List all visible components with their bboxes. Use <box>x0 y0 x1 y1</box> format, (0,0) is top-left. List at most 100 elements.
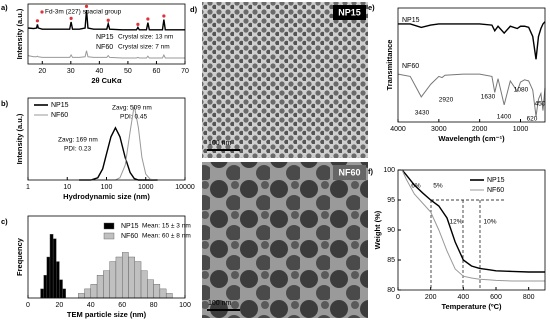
x-tick-label: 0 <box>26 302 30 309</box>
tem-panel: d) NP15 100 nm NF60 100 nm <box>190 2 368 318</box>
scale-label: 100 nm <box>208 140 232 147</box>
label-box <box>333 165 366 180</box>
panel-label: f) <box>368 167 373 176</box>
x-tick-label: 40 <box>95 68 103 75</box>
bar <box>52 238 57 299</box>
panel-label: d) <box>190 5 198 14</box>
bar <box>78 293 85 299</box>
x-tick-label: 600 <box>490 294 502 301</box>
series-label: NF60 <box>96 44 113 51</box>
y-tick-label: 95 <box>387 197 395 204</box>
annotation: PDI: 0.23 <box>64 146 91 153</box>
annotation: Mean: 60 ± 8 nm <box>142 233 191 240</box>
legend-swatch <box>103 222 115 230</box>
series-label: NP15 <box>402 17 420 24</box>
annotation: 450 <box>535 101 546 108</box>
panel-label: b) <box>1 99 9 108</box>
plot-frame <box>27 3 186 65</box>
bar <box>40 288 44 299</box>
legend-label: NP15 <box>121 223 139 230</box>
y-tick-label: 85 <box>387 257 395 264</box>
x-tick-label: 1000 <box>513 126 529 133</box>
plot-frame <box>397 169 546 291</box>
tem-image <box>202 162 368 318</box>
image-label: NF60 <box>338 167 360 177</box>
legend-label: NP15 <box>487 177 505 184</box>
bar <box>140 270 148 299</box>
x-axis-title: Hydrodynamic size (nm) <box>63 192 150 201</box>
legend-label: NF60 <box>51 112 68 119</box>
y-axis-title: Intensity (a.u.) <box>15 113 24 164</box>
y-axis-title: Intensity (a.u.) <box>15 8 24 59</box>
bar <box>115 256 123 299</box>
x-tick-label: 100 <box>179 302 191 309</box>
annotation: PDI: 0.45 <box>120 114 147 121</box>
panel-label: e) <box>368 3 375 12</box>
x-tick-label: 3000 <box>431 126 447 133</box>
reference-peak <box>35 19 40 23</box>
annotation: 12% <box>449 219 462 226</box>
annotation: Zavg: 509 nm <box>112 105 152 112</box>
x-axis-title: Wavelength (cm⁻¹) <box>438 134 505 143</box>
annotation: 6% <box>411 183 421 190</box>
series-line <box>398 21 546 60</box>
x-tick-label: 80 <box>150 302 158 309</box>
image-label: NP15 <box>338 7 361 17</box>
panel-label: a) <box>1 3 8 12</box>
x-tick-label: 70 <box>181 68 189 75</box>
y-tick-label: 90 <box>387 227 395 234</box>
x-tick-label: 400 <box>457 294 469 301</box>
bar <box>43 275 48 299</box>
series-line <box>397 73 546 117</box>
bar <box>121 252 129 299</box>
plot-frame <box>27 215 186 299</box>
legend-label: NF60 <box>487 187 504 194</box>
bar <box>84 288 91 299</box>
bar <box>153 284 161 299</box>
x-axis-title: Temperature (ºC) <box>441 302 502 311</box>
reference-peak <box>69 16 73 20</box>
y-tick-label: 100 <box>383 167 395 174</box>
x-tick-label: 20 <box>38 68 46 75</box>
x-tick-label: 100 <box>101 184 113 191</box>
legend-label: NF60 <box>121 233 138 240</box>
bar <box>90 284 98 299</box>
annotation: Crystal size: 13 nm <box>118 34 173 41</box>
annotation: 1400 <box>497 114 512 121</box>
bar <box>109 261 117 299</box>
bar <box>147 279 154 299</box>
reference-peak <box>106 18 110 22</box>
bar <box>96 275 104 299</box>
x-tick-label: 60 <box>118 302 126 309</box>
reference-peak <box>84 4 89 8</box>
reference-peak <box>162 14 166 18</box>
bar <box>59 279 63 299</box>
x-tick-label: 10 <box>63 184 71 191</box>
bar <box>62 288 66 299</box>
x-tick-label: 10000 <box>175 184 195 191</box>
series-line <box>27 50 185 59</box>
annotation: 1630 <box>481 94 496 101</box>
tem-image <box>202 2 368 158</box>
bar <box>165 293 173 299</box>
x-tick-label: 30 <box>67 68 75 75</box>
annotation: Crystal size: 7 nm <box>118 44 170 51</box>
y-axis-title: Frequency <box>15 237 24 276</box>
bar <box>49 234 54 299</box>
annotation: Zavg: 169 nm <box>58 137 98 144</box>
series-label: NP15 <box>96 34 114 41</box>
series-line <box>401 169 545 273</box>
x-axis-title: TEM particle size (nm) <box>67 310 147 319</box>
bar <box>46 256 51 299</box>
x-tick-label: 50 <box>124 68 132 75</box>
annotation: Mean: 15 ± 3 nm <box>142 223 191 230</box>
x-tick-label: 20 <box>56 302 64 309</box>
x-tick-label: 200 <box>425 294 437 301</box>
y-tick-label: 80 <box>387 287 395 294</box>
reference-peak <box>136 22 140 26</box>
x-tick-label: 4000 <box>390 126 406 133</box>
plot-frame <box>27 97 186 181</box>
label-box <box>333 5 366 20</box>
x-tick-label: 1 <box>26 184 30 191</box>
